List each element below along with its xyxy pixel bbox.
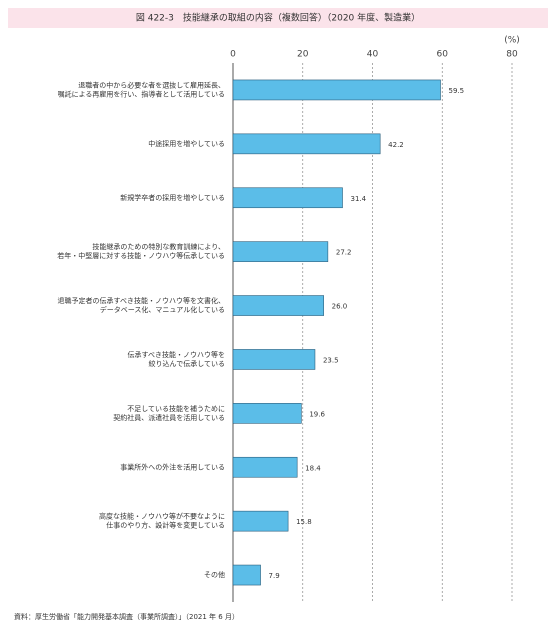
- value-label: 27.2: [336, 249, 352, 257]
- value-label: 15.8: [296, 518, 312, 526]
- y-tick-label: その他: [204, 570, 225, 579]
- x-tick-label: 0: [230, 50, 236, 60]
- y-tick-label: 退職予定者の伝承すべき技能・ノウハウ等を文書化、データベース化、マニュアル化して…: [57, 296, 225, 314]
- y-tick-label: 高度な技能・ノウハウ等が不要なように仕事のやり方、設計等を変更している: [99, 512, 225, 530]
- chart-title: 図 422-3 技能継承の取組の内容（複数回答）（2020 年度、製造業）: [136, 12, 420, 24]
- y-tick-label: 事業所外への外注を活用している: [120, 462, 225, 471]
- bar: [232, 456, 298, 478]
- bar: [232, 510, 289, 532]
- bar: [232, 79, 441, 101]
- bar: [232, 295, 324, 316]
- value-label: 31.4: [351, 195, 367, 203]
- unit-label: (%): [504, 36, 520, 46]
- y-tick-label: 退職者の中から必要な者を選抜して雇用延長、嘱託による再雇用を行い、指導者として活…: [58, 80, 225, 98]
- bar: [232, 241, 329, 262]
- x-tick-label: 20: [297, 50, 309, 60]
- bar: [232, 187, 343, 209]
- bar: [232, 564, 261, 586]
- value-label: 19.6: [309, 410, 325, 418]
- y-tick-label: 中途採用を増やしている: [148, 139, 225, 148]
- y-tick-label: 不足している技能を補うために契約社員、派遣社員を活用している: [113, 404, 225, 422]
- x-tick-label: 40: [367, 50, 379, 60]
- value-label: 18.4: [305, 464, 321, 472]
- x-tick-label: 60: [437, 50, 449, 60]
- y-tick-label: 技能継承のための特別な教育訓練により、若年・中堅層に対する技能・ノウハウ等伝承し…: [57, 242, 225, 260]
- value-label: 23.5: [323, 356, 339, 364]
- source-note: 資料：厚生労働省「能力開発基本調査（事業所調査）」（2021 年 6 月）: [14, 612, 239, 621]
- y-tick-label: 新規学卒者の採用を増やしている: [120, 193, 225, 202]
- title-banner: [8, 8, 548, 28]
- value-label: 26.0: [332, 303, 348, 311]
- value-label: 7.9: [269, 572, 280, 580]
- y-tick-label: 伝承すべき技能・ノウハウ等を絞り込んで伝承している: [127, 350, 225, 368]
- bar: [232, 349, 316, 370]
- value-label: 42.2: [388, 141, 404, 149]
- bar: [232, 133, 381, 155]
- bar: [232, 403, 302, 424]
- x-tick-label: 80: [506, 50, 518, 60]
- value-label: 59.5: [449, 87, 465, 95]
